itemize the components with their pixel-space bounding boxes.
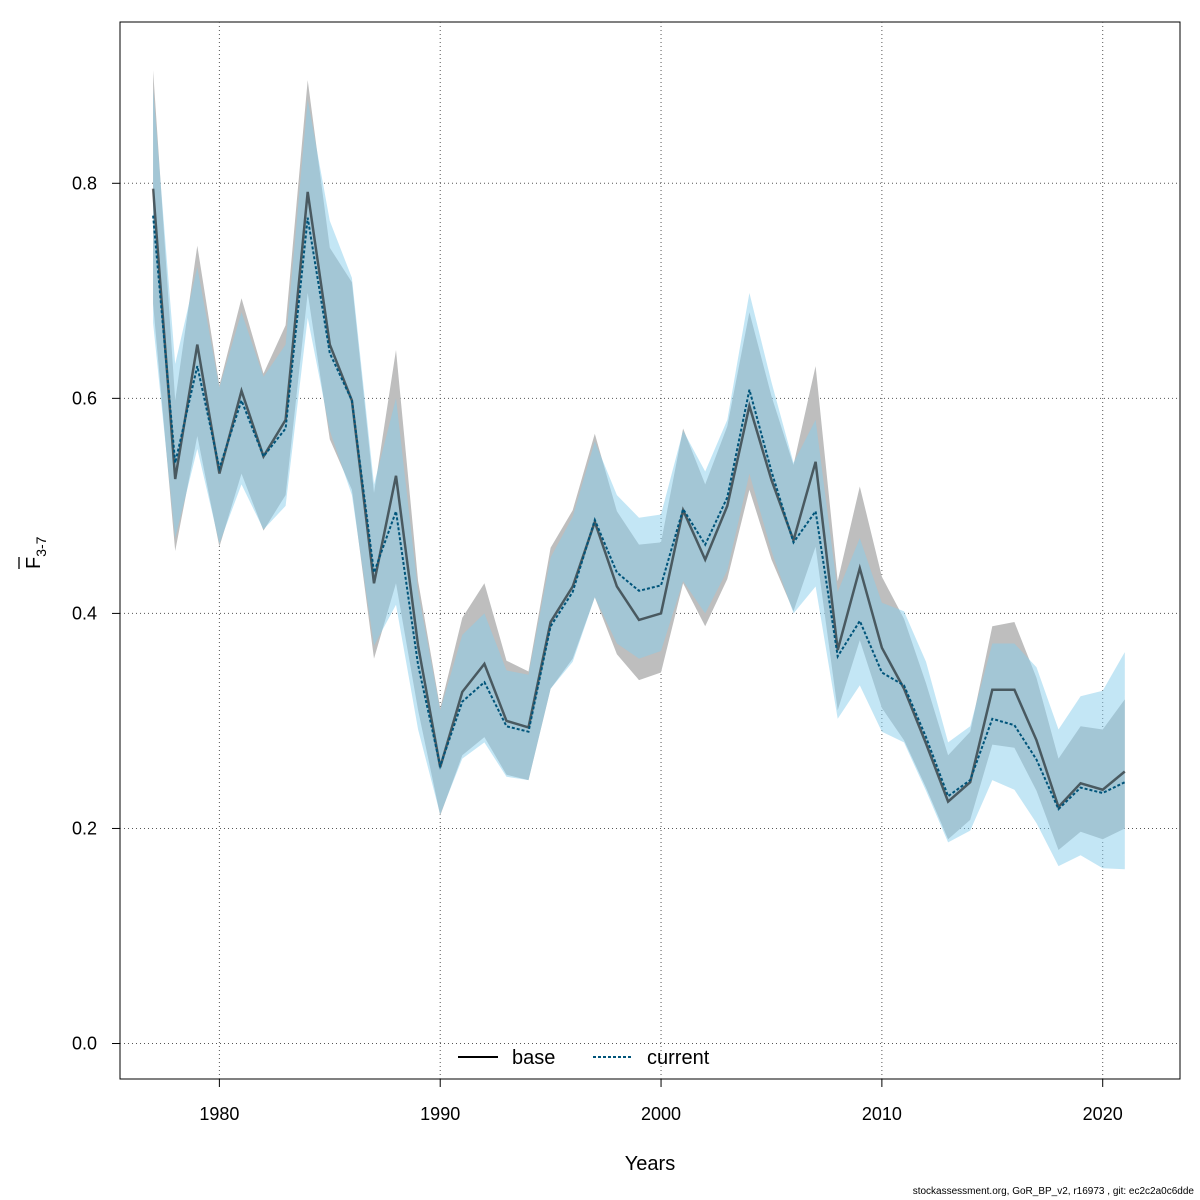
legend-label-current: current bbox=[647, 1047, 710, 1069]
x-tick-label: 1990 bbox=[420, 1104, 460, 1124]
legend-label-base: base bbox=[512, 1047, 555, 1069]
x-axis: 1980 1990 2000 2010 2020 bbox=[199, 1079, 1123, 1124]
y-axis-title-main: F bbox=[23, 557, 45, 569]
y-tick-label: 0.6 bbox=[72, 388, 97, 408]
confidence-bands bbox=[153, 70, 1125, 870]
y-axis-title-subscript: 3-7 bbox=[33, 536, 49, 556]
svg-text:F3-7: F3-7 bbox=[23, 536, 49, 569]
line-base bbox=[151, 188, 1126, 810]
y-tick-label: 0.0 bbox=[72, 1034, 97, 1054]
x-axis-title: Years bbox=[625, 1153, 675, 1175]
y-tick-label: 0.2 bbox=[72, 818, 97, 838]
plot-frame bbox=[119, 21, 1181, 1080]
x-tick-label: 2020 bbox=[1083, 1104, 1123, 1124]
footer-credit: stockassessment.org, GoR_BP_v2, r16973 ,… bbox=[912, 1186, 1194, 1197]
y-axis: 0.0 0.2 0.4 0.6 0.8 bbox=[72, 173, 120, 1054]
x-tick-label: 2010 bbox=[862, 1104, 902, 1124]
y-axis-title: F3-7 bbox=[18, 536, 49, 569]
y-tick-label: 0.8 bbox=[72, 173, 97, 193]
y-tick-label: 0.4 bbox=[72, 603, 97, 623]
line-current bbox=[152, 215, 1126, 811]
grid bbox=[120, 22, 1180, 1079]
legend: base current bbox=[458, 1047, 710, 1069]
x-tick-label: 1980 bbox=[199, 1104, 239, 1124]
band-current bbox=[153, 88, 1125, 870]
x-tick-label: 2000 bbox=[641, 1104, 681, 1124]
series-lines bbox=[151, 188, 1126, 811]
